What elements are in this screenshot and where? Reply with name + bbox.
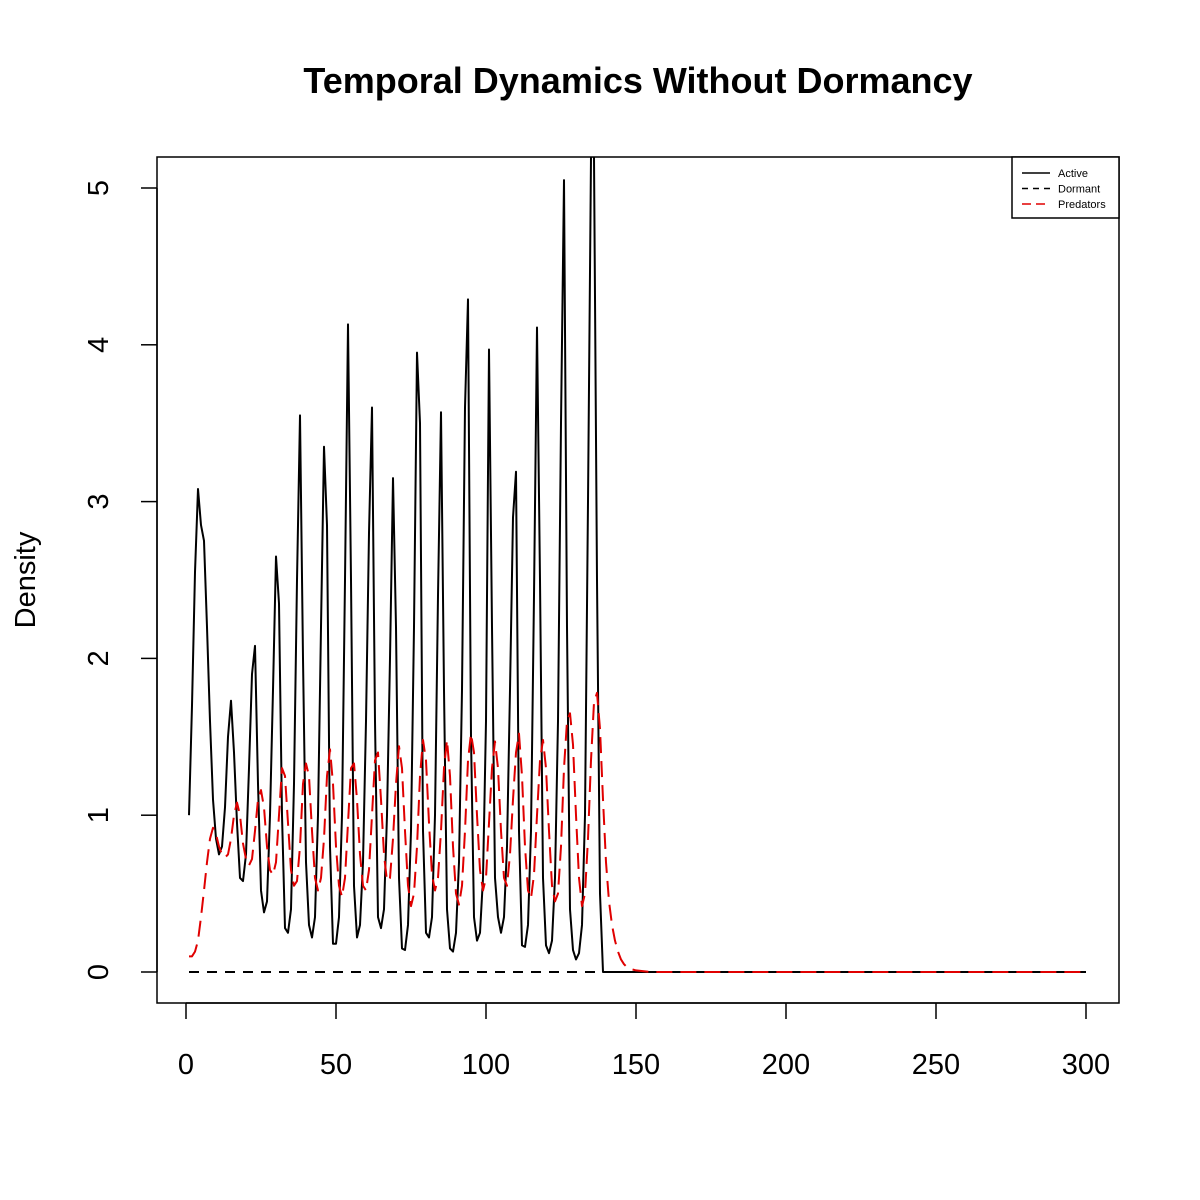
y-tick-label: 4 (83, 337, 115, 353)
legend-label-predators: Predators (1058, 199, 1106, 211)
series-line-active (188, 157, 1086, 973)
x-axis: 0 50 100 150 200 250 300 (178, 1002, 1110, 1081)
legend-label-dormant: Dormant (1058, 184, 1100, 196)
legend-label-active: Active (1058, 168, 1088, 180)
y-tick-label: 3 (83, 494, 115, 510)
x-tick-label: 200 (762, 1049, 810, 1081)
legend-box (1011, 156, 1120, 219)
x-tick-label: 0 (178, 1049, 194, 1081)
y-tick-label: 2 (83, 650, 115, 666)
y-axis-label: Density (10, 531, 42, 628)
y-axis: 0 1 2 3 4 5 (83, 180, 158, 980)
x-tick-label: 100 (462, 1049, 510, 1081)
y-tick-label: 5 (83, 180, 115, 196)
y-tick-label: 0 (83, 964, 115, 980)
y-tick-label: 1 (83, 807, 115, 823)
x-tick-label: 150 (612, 1049, 660, 1081)
series-layer (188, 157, 1086, 973)
x-tick-label: 250 (912, 1049, 960, 1081)
x-tick-label: 50 (320, 1049, 352, 1081)
chart-title: Temporal Dynamics Without Dormancy (303, 60, 972, 101)
legend: Active Dormant Predators (1011, 156, 1120, 219)
series-line-predators (189, 691, 1086, 973)
x-tick-label: 300 (1062, 1049, 1110, 1081)
